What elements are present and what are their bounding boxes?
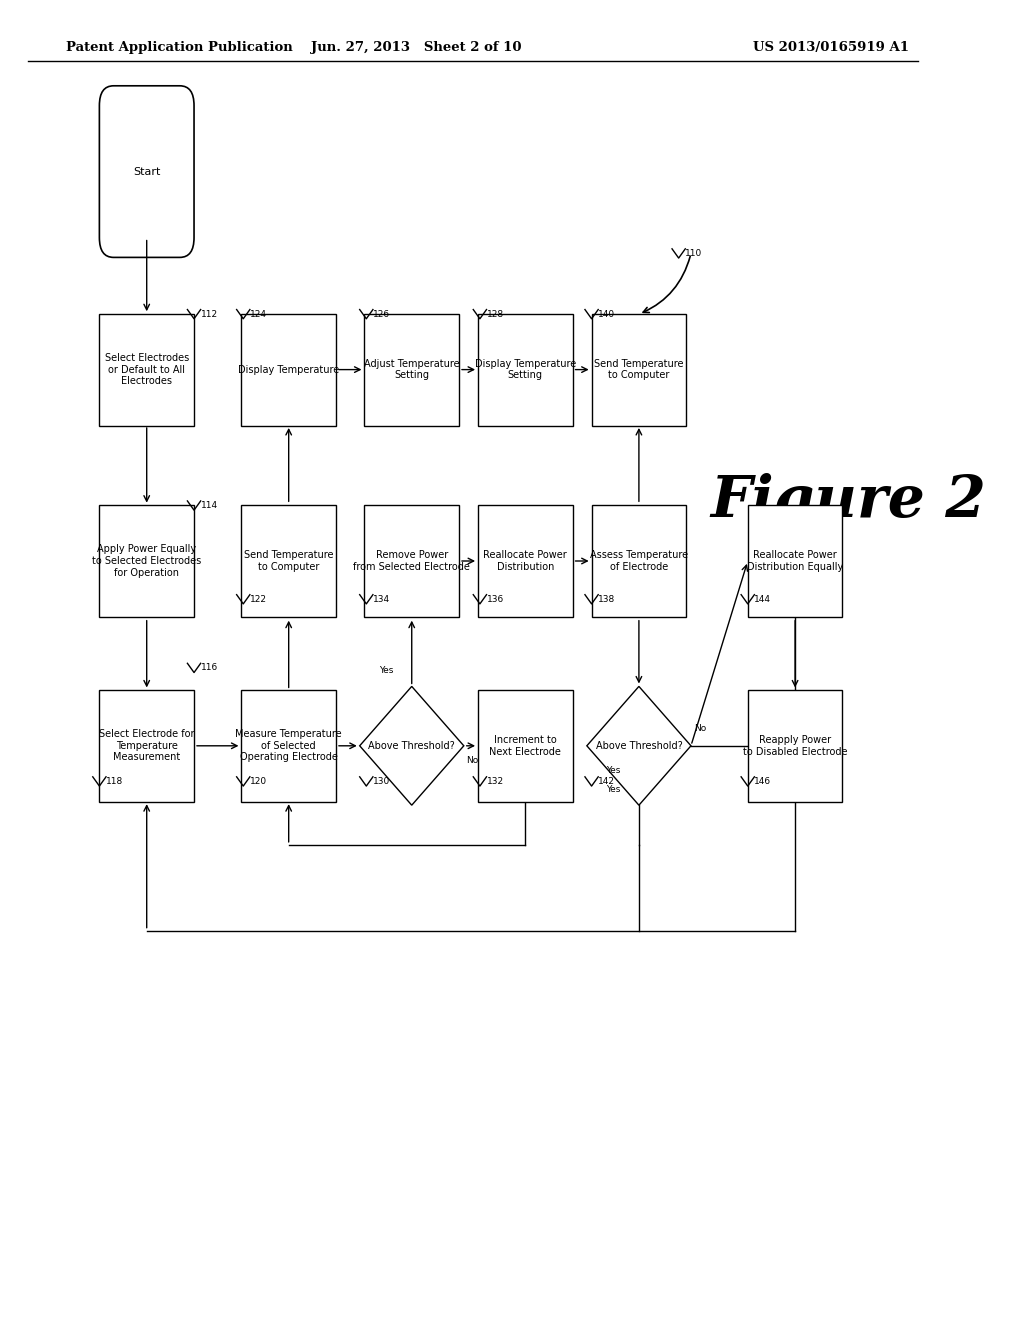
Text: 146: 146 bbox=[755, 777, 771, 785]
Text: Start: Start bbox=[133, 166, 161, 177]
Text: Select Electrodes
or Default to All
Electrodes: Select Electrodes or Default to All Elec… bbox=[104, 352, 188, 387]
Bar bbox=[99, 689, 194, 801]
Text: Reallocate Power
Distribution: Reallocate Power Distribution bbox=[483, 550, 567, 572]
Bar bbox=[242, 689, 336, 801]
Bar bbox=[748, 689, 843, 801]
Bar bbox=[478, 314, 572, 425]
Text: Yes: Yes bbox=[606, 767, 621, 775]
Text: Select Electrode for
Temperature
Measurement: Select Electrode for Temperature Measure… bbox=[99, 729, 195, 763]
Text: Remove Power
from Selected Electrode: Remove Power from Selected Electrode bbox=[353, 550, 470, 572]
Text: 116: 116 bbox=[201, 664, 218, 672]
Text: Yes: Yes bbox=[606, 785, 621, 793]
Text: Display Temperature: Display Temperature bbox=[238, 364, 339, 375]
Bar bbox=[478, 506, 572, 618]
Text: US 2013/0165919 A1: US 2013/0165919 A1 bbox=[753, 41, 908, 54]
FancyBboxPatch shape bbox=[99, 86, 194, 257]
Text: 120: 120 bbox=[250, 777, 267, 785]
Bar bbox=[592, 506, 686, 618]
Bar bbox=[99, 314, 194, 425]
Polygon shape bbox=[359, 686, 464, 805]
Text: Apply Power Equally
to Selected Electrodes
for Operation: Apply Power Equally to Selected Electrod… bbox=[92, 544, 202, 578]
Text: 136: 136 bbox=[486, 595, 504, 603]
Text: Reallocate Power
Distribution Equally: Reallocate Power Distribution Equally bbox=[746, 550, 843, 572]
Polygon shape bbox=[587, 686, 691, 805]
Text: 132: 132 bbox=[486, 777, 504, 785]
Text: No: No bbox=[694, 725, 707, 733]
Bar bbox=[365, 314, 459, 425]
Text: 112: 112 bbox=[201, 310, 218, 318]
Text: 140: 140 bbox=[598, 310, 615, 318]
Text: Yes: Yes bbox=[379, 667, 394, 675]
Bar bbox=[592, 314, 686, 425]
Text: 138: 138 bbox=[598, 595, 615, 603]
Bar bbox=[748, 506, 843, 618]
Bar bbox=[478, 689, 572, 801]
Text: 142: 142 bbox=[598, 777, 615, 785]
Text: Above Threshold?: Above Threshold? bbox=[596, 741, 682, 751]
Text: 114: 114 bbox=[201, 502, 218, 510]
Text: 122: 122 bbox=[250, 595, 267, 603]
Bar bbox=[242, 506, 336, 618]
Bar bbox=[99, 506, 194, 618]
Text: Increment to
Next Electrode: Increment to Next Electrode bbox=[489, 735, 561, 756]
Bar bbox=[365, 506, 459, 618]
Text: 126: 126 bbox=[373, 310, 390, 318]
Text: No: No bbox=[466, 756, 478, 764]
Text: Send Temperature
to Computer: Send Temperature to Computer bbox=[594, 359, 684, 380]
Text: 130: 130 bbox=[373, 777, 390, 785]
Text: Adjust Temperature
Setting: Adjust Temperature Setting bbox=[364, 359, 460, 380]
Text: 128: 128 bbox=[486, 310, 504, 318]
Text: Measure Temperature
of Selected
Operating Electrode: Measure Temperature of Selected Operatin… bbox=[236, 729, 342, 763]
Text: 144: 144 bbox=[755, 595, 771, 603]
Text: Display Temperature
Setting: Display Temperature Setting bbox=[475, 359, 575, 380]
Text: Figure 2: Figure 2 bbox=[710, 473, 986, 531]
Text: 134: 134 bbox=[373, 595, 390, 603]
Text: Above Threshold?: Above Threshold? bbox=[369, 741, 455, 751]
Text: 124: 124 bbox=[250, 310, 267, 318]
Text: Assess Temperature
of Electrode: Assess Temperature of Electrode bbox=[590, 550, 688, 572]
Text: Patent Application Publication: Patent Application Publication bbox=[67, 41, 293, 54]
Text: 118: 118 bbox=[106, 777, 123, 785]
Text: 110: 110 bbox=[685, 249, 702, 257]
Text: Jun. 27, 2013   Sheet 2 of 10: Jun. 27, 2013 Sheet 2 of 10 bbox=[311, 41, 521, 54]
Text: Reapply Power
to Disabled Electrode: Reapply Power to Disabled Electrode bbox=[742, 735, 847, 756]
Text: Send Temperature
to Computer: Send Temperature to Computer bbox=[244, 550, 334, 572]
Bar bbox=[242, 314, 336, 425]
